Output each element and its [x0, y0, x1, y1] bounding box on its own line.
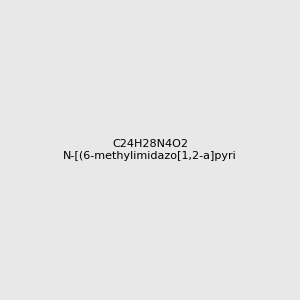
Text: C24H28N4O2
N-[(6-methylimidazo[1,2-a]pyri: C24H28N4O2 N-[(6-methylimidazo[1,2-a]pyr…: [63, 139, 237, 161]
